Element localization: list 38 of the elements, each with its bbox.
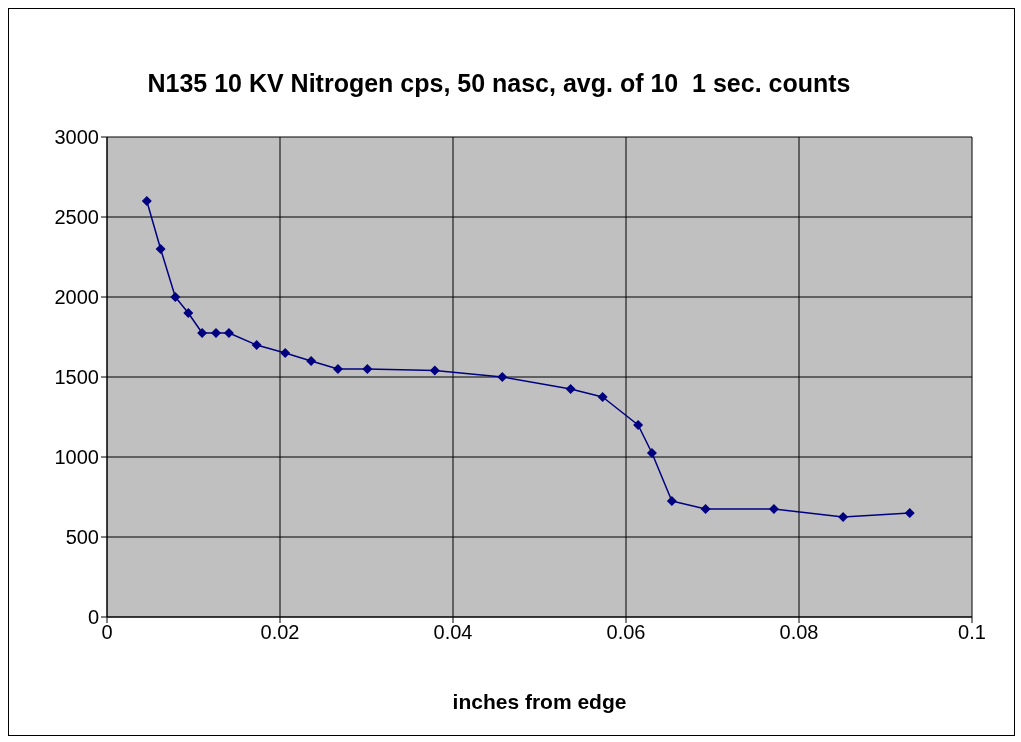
point	[170, 292, 181, 302]
y-tick-label: 3000	[54, 126, 99, 149]
point	[429, 365, 440, 376]
point	[141, 196, 152, 206]
point	[362, 364, 373, 374]
point	[838, 512, 849, 522]
y-tick-label: 1500	[54, 366, 99, 389]
x-axis-title: inches from edge	[452, 690, 627, 713]
point	[646, 448, 657, 458]
point	[223, 328, 234, 338]
point	[210, 328, 221, 338]
x-tick-label: 0.08	[779, 621, 819, 644]
y-tick-label: 0	[87, 606, 99, 629]
point	[306, 356, 317, 366]
y-tick-label: 2500	[54, 206, 99, 229]
point	[633, 420, 644, 430]
point	[768, 504, 779, 514]
x-tick-label: 0.1	[958, 621, 986, 644]
point	[197, 328, 208, 338]
x-tick-label: 0	[101, 621, 113, 644]
x-tick-label: 0.06	[606, 621, 646, 644]
y-tick-label: 2000	[54, 286, 99, 309]
point	[597, 392, 608, 402]
point	[332, 364, 343, 374]
point	[183, 308, 194, 318]
x-tick-label: 0.02	[260, 621, 300, 644]
point	[565, 384, 576, 394]
point	[904, 508, 915, 518]
point	[497, 372, 508, 382]
x-tick-label: 0.04	[433, 621, 473, 644]
y-tick-label: 500	[65, 526, 99, 549]
point	[700, 504, 711, 514]
point	[155, 244, 166, 254]
y-tick-label: 1000	[54, 446, 99, 469]
chart-title: N135 10 KV Nitrogen cps, 50 nasc, avg. of 10 1 sec. counts	[146, 68, 852, 99]
point	[251, 340, 262, 350]
point	[666, 496, 677, 506]
point	[280, 348, 291, 358]
